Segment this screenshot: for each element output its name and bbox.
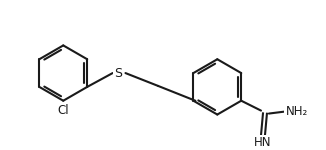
Text: Cl: Cl <box>57 104 69 117</box>
Text: HN: HN <box>254 136 272 149</box>
Text: S: S <box>114 67 123 80</box>
Text: NH₂: NH₂ <box>286 105 308 118</box>
